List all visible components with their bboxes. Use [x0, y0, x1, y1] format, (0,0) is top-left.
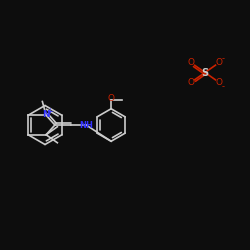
Text: O: O — [188, 78, 195, 87]
Text: -: - — [222, 82, 224, 91]
Text: O: O — [188, 58, 195, 67]
Text: O: O — [215, 78, 222, 87]
Text: -: - — [222, 54, 224, 63]
Text: +: + — [47, 106, 53, 116]
Text: NH: NH — [80, 120, 94, 130]
Text: O: O — [215, 58, 222, 67]
Text: O: O — [108, 94, 114, 103]
Text: N: N — [42, 110, 50, 119]
Text: S: S — [202, 68, 208, 78]
